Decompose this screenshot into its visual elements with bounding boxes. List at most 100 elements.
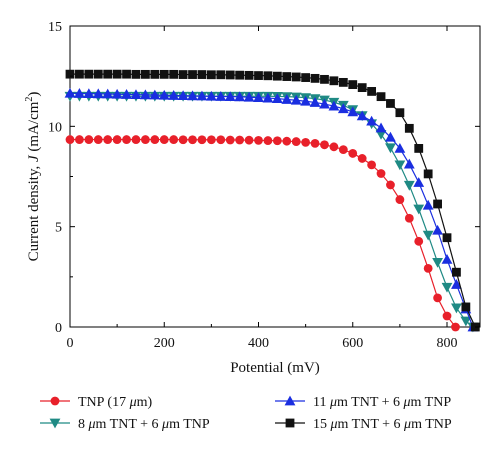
y-tick-label: 0 (55, 321, 62, 336)
data-point (235, 70, 245, 80)
data-point (177, 90, 189, 101)
data-point (112, 135, 122, 144)
legend-label: 8 μm TNT + 6 μm TNP (78, 417, 210, 432)
data-point (310, 138, 320, 148)
data-point (215, 91, 227, 101)
data-point (131, 135, 141, 144)
data-point (357, 83, 367, 93)
series-0 (65, 135, 460, 332)
data-point (375, 122, 387, 133)
data-point (460, 316, 472, 327)
data-point (403, 180, 415, 191)
data-point (422, 230, 434, 241)
data-point (320, 74, 329, 84)
data-point (93, 135, 103, 144)
data-point (102, 88, 114, 99)
data-point (309, 97, 321, 107)
data-point (150, 69, 160, 79)
data-point (386, 180, 395, 190)
data-point (159, 69, 169, 79)
data-point (112, 69, 122, 79)
data-point (206, 70, 216, 80)
data-point (150, 135, 160, 144)
data-point (441, 253, 453, 264)
data-point (376, 92, 386, 102)
data-point (413, 204, 425, 215)
data-point (404, 213, 414, 223)
data-point (197, 135, 207, 145)
data-point (394, 143, 406, 153)
data-point (188, 135, 197, 145)
data-point (291, 72, 301, 82)
x-tick-label: 200 (154, 336, 175, 351)
x-tick-label: 800 (437, 336, 458, 351)
data-point (348, 149, 358, 158)
data-point (234, 91, 246, 102)
data-point (414, 144, 424, 153)
data-point (205, 90, 217, 101)
data-point (75, 69, 84, 79)
data-point (178, 70, 188, 79)
data-point (75, 135, 84, 144)
data-point (92, 88, 104, 99)
data-point (403, 158, 415, 169)
data-point (188, 70, 197, 79)
data-point (300, 95, 312, 106)
data-point (254, 135, 263, 145)
data-point (356, 110, 368, 121)
y-axis-title: Current density, J (mA/cm2) (24, 92, 42, 262)
data-point (263, 136, 273, 145)
data-point (441, 282, 453, 293)
data-point (357, 154, 367, 163)
data-point (329, 76, 339, 86)
data-point (196, 90, 208, 101)
data-point (122, 135, 131, 144)
data-point (235, 135, 245, 145)
data-point (122, 69, 131, 79)
legend: TNP (17 μm) 11 μm TNT + 6 μm TNP 8 μm TNT … (40, 395, 452, 432)
x-tick-label: 400 (248, 336, 269, 351)
data-point (169, 69, 179, 79)
data-point (394, 160, 406, 171)
data-point (433, 199, 442, 209)
legend-label: TNP (17 μm) (78, 395, 153, 410)
data-point (130, 89, 142, 100)
series-line (70, 138, 456, 328)
data-point (451, 303, 462, 314)
series-1 (64, 91, 479, 333)
data-point (442, 311, 452, 321)
legend-item-1: 8 μm TNT + 6 μm TNP (40, 417, 210, 432)
data-point (366, 115, 378, 126)
data-point (103, 69, 113, 79)
x-axis-title: Potential (mV) (230, 360, 320, 376)
data-point (271, 93, 283, 104)
data-point (64, 87, 76, 98)
data-point (253, 92, 264, 103)
data-point (320, 140, 329, 150)
data-point (367, 87, 377, 96)
data-point (375, 129, 387, 140)
data-point (225, 135, 235, 145)
data-point (386, 99, 395, 108)
data-point (197, 70, 207, 79)
x-tick-label: 0 (67, 336, 74, 351)
series-layer (64, 69, 480, 333)
data-point (432, 224, 443, 235)
data-point (272, 136, 282, 146)
data-point (149, 89, 161, 100)
data-point (254, 71, 263, 80)
data-point (159, 135, 169, 144)
data-point (338, 145, 348, 155)
data-point (93, 69, 103, 79)
data-point (168, 90, 180, 100)
legend-item-3: 15 μm TNT + 6 μm TNP (275, 417, 452, 432)
legend-marker (285, 418, 295, 428)
data-point (422, 199, 434, 210)
data-point (338, 77, 348, 87)
data-point (290, 94, 302, 105)
data-point (83, 88, 95, 99)
data-point (140, 89, 151, 100)
data-point (413, 177, 425, 187)
data-point (433, 293, 442, 303)
